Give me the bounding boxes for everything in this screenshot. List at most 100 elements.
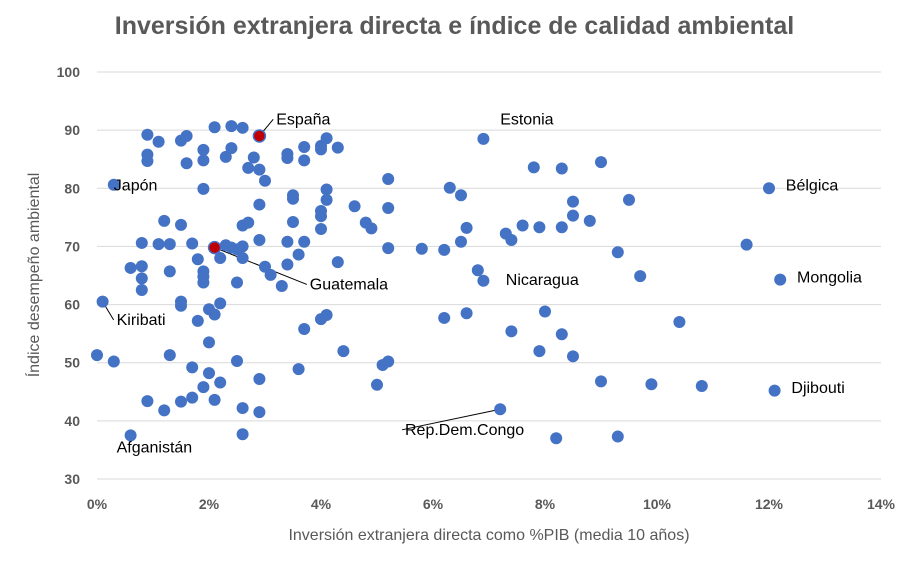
- data-point: [208, 121, 221, 134]
- data-point: [298, 154, 311, 167]
- data-point: [135, 260, 148, 273]
- data-point: [152, 238, 165, 251]
- data-point: [505, 325, 518, 338]
- data-point: [163, 349, 176, 362]
- data-point: [231, 276, 243, 289]
- data-point: [460, 221, 473, 234]
- data-point: [186, 237, 199, 250]
- data-point: [287, 192, 299, 205]
- data-point: [219, 150, 232, 163]
- x-tick-label: 8%: [535, 496, 556, 512]
- data-point: [135, 236, 148, 249]
- data-point: [253, 163, 266, 176]
- data-point: [197, 143, 210, 156]
- annotation-label: Mongolia: [797, 269, 862, 286]
- data-point: [595, 375, 607, 388]
- data-point: [365, 222, 378, 235]
- data-point: [197, 381, 210, 394]
- data-point: [774, 273, 787, 286]
- data-point: [197, 182, 210, 195]
- data-point: [634, 270, 647, 283]
- data-point: [191, 314, 204, 327]
- data-point: [253, 198, 266, 211]
- data-point: [208, 308, 221, 321]
- data-point: [203, 336, 215, 349]
- y-tick-label: 30: [64, 471, 80, 487]
- data-point: [231, 354, 243, 367]
- data-point: [214, 252, 227, 265]
- data-point: [180, 157, 193, 170]
- data-point: [533, 221, 546, 234]
- data-point: [191, 253, 204, 266]
- data-point: [555, 162, 568, 175]
- data-point: [623, 193, 635, 206]
- y-tick-label: 60: [64, 297, 80, 313]
- highlighted-point: [207, 240, 222, 255]
- data-point: [141, 128, 154, 141]
- data-point: [382, 202, 395, 215]
- data-point: [259, 174, 271, 187]
- annotation-leaders: [102, 119, 501, 431]
- annotation-label: Afganistán: [117, 439, 193, 456]
- data-point: [107, 178, 120, 191]
- data-point: [163, 238, 176, 251]
- data-point: [415, 242, 428, 255]
- data-point: [555, 221, 568, 234]
- data-point: [247, 151, 260, 164]
- data-point: [645, 378, 658, 391]
- data-point: [253, 372, 266, 385]
- data-point: [141, 395, 154, 408]
- annotation-label: Nicaragua: [506, 272, 579, 289]
- data-point: [158, 404, 171, 417]
- data-point: [298, 322, 311, 335]
- data-point: [203, 367, 215, 380]
- data-point: [320, 193, 333, 206]
- data-point: [331, 256, 344, 269]
- x-tick-label: 2%: [199, 496, 220, 512]
- data-point: [443, 181, 456, 194]
- data-point: [516, 219, 529, 232]
- data-point: [382, 172, 395, 185]
- annotation-label: Djibouti: [791, 380, 844, 397]
- data-point: [583, 214, 596, 227]
- data-point: [477, 132, 490, 145]
- chart-title: Inversión extranjera directa e índice de…: [114, 12, 795, 40]
- data-point: [96, 295, 109, 308]
- data-point: [225, 120, 238, 133]
- data-point: [281, 258, 294, 271]
- data-point: [611, 430, 624, 443]
- data-point: [768, 384, 781, 397]
- data-point: [315, 222, 327, 235]
- gridlines: [97, 71, 881, 480]
- data-point: [175, 218, 187, 231]
- data-point: [236, 121, 249, 134]
- data-point: [214, 376, 227, 389]
- annotation-leader: [401, 408, 501, 431]
- data-point: [197, 276, 210, 289]
- annotation-label: Guatemala: [310, 276, 388, 293]
- data-point: [225, 142, 238, 155]
- data-point: [107, 355, 120, 368]
- data-point: [763, 182, 775, 195]
- data-point: [595, 156, 607, 169]
- data-point: [550, 432, 563, 445]
- y-tick-label: 50: [64, 355, 80, 371]
- data-point: [438, 243, 451, 256]
- data-point: [533, 345, 546, 358]
- annotation-label: Japón: [114, 178, 158, 195]
- data-point: [236, 402, 249, 415]
- annotation-label: Bélgica: [786, 178, 839, 195]
- data-point: [175, 395, 187, 408]
- data-point: [471, 264, 484, 277]
- x-tick-label: 4%: [311, 496, 332, 512]
- data-point: [158, 214, 171, 227]
- data-point: [320, 132, 333, 145]
- data-point: [292, 363, 305, 376]
- data-point: [287, 216, 299, 229]
- data-point: [242, 216, 255, 229]
- y-tick-label: 100: [57, 64, 81, 80]
- data-point: [152, 135, 165, 148]
- data-points: [91, 120, 787, 445]
- x-tick-label: 12%: [755, 496, 784, 512]
